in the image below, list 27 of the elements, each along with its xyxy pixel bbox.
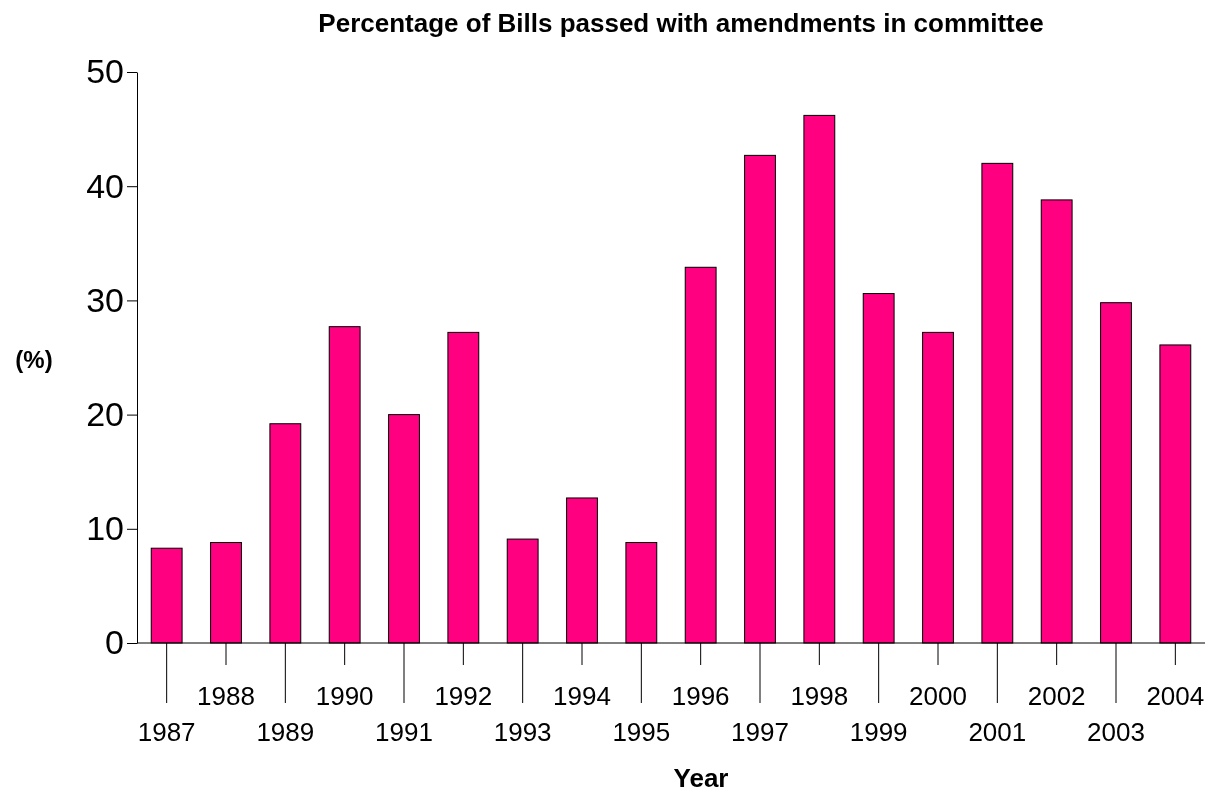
x-tick-label: 1998: [790, 681, 849, 711]
x-tick-label: 1989: [256, 717, 315, 747]
y-tick-label: 40: [86, 166, 124, 205]
x-tick-label: 1996: [671, 681, 730, 711]
x-tick-label: 1990: [315, 681, 374, 711]
x-tick-label: 1997: [731, 717, 789, 747]
x-axis-title: Year: [673, 763, 729, 793]
y-tick-label: 0: [105, 623, 124, 662]
y-tick-label: 30: [86, 280, 124, 319]
y-axis-title: (%): [15, 346, 53, 373]
x-tick-label: 1991: [375, 717, 433, 747]
y-tick-label: 10: [86, 509, 124, 548]
x-tick-label: 2004: [1146, 681, 1205, 711]
x-tick-label: 2002: [1027, 681, 1086, 711]
x-tick-label: 1999: [849, 717, 908, 747]
x-tick-label: 1987: [137, 717, 196, 747]
x-tick-label: 1995: [612, 717, 671, 747]
x-tick-label: 2003: [1087, 717, 1145, 747]
x-tick-label: 1988: [197, 681, 255, 711]
y-tick-label: 50: [86, 52, 124, 91]
x-tick-label: 1994: [553, 681, 611, 711]
x-tick-label: 1993: [493, 717, 552, 747]
chart-title: Percentage of Bills passed with amendments in committee: [318, 8, 1044, 38]
y-tick-label: 20: [86, 394, 124, 433]
x-tick-label: 2000: [909, 681, 967, 711]
x-tick-label: 1992: [434, 681, 493, 711]
x-tick-label: 2001: [968, 717, 1027, 747]
